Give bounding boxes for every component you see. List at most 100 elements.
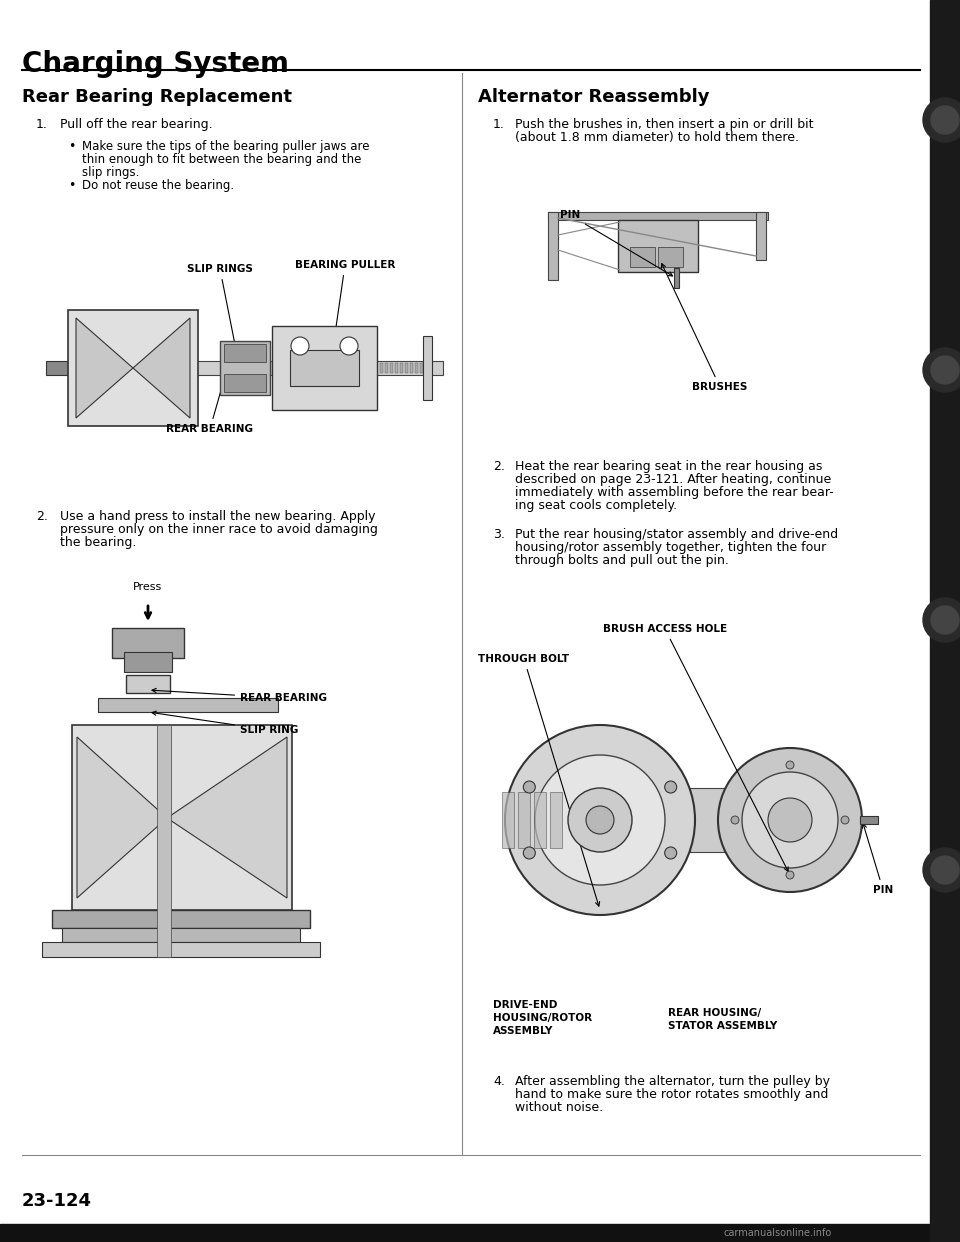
Bar [46,361,68,375]
Circle shape [523,781,536,794]
Bar [112,628,184,658]
Circle shape [291,337,309,355]
Bar [72,725,292,910]
Circle shape [931,606,959,633]
Text: hand to make sure the rotor rotates smoothly and: hand to make sure the rotor rotates smoo… [515,1088,828,1100]
Circle shape [731,816,739,823]
Circle shape [340,337,358,355]
Text: SLIP RINGS: SLIP RINGS [187,265,252,391]
Polygon shape [133,318,190,419]
Text: 3.: 3. [493,528,505,542]
Circle shape [664,847,677,859]
Bar [534,792,546,848]
Text: •: • [68,140,76,153]
Bar [124,652,172,672]
Bar [423,337,432,400]
Bar [68,361,443,375]
Bar [410,363,413,373]
Polygon shape [77,737,167,898]
Text: thin enough to fit between the bearing and the: thin enough to fit between the bearing a… [82,153,361,166]
Circle shape [931,856,959,884]
Text: REAR BEARING: REAR BEARING [166,345,253,433]
Text: 1.: 1. [493,118,505,130]
Circle shape [931,356,959,384]
Polygon shape [76,318,133,419]
Text: 23-124: 23-124 [22,1192,92,1210]
Bar [68,310,198,426]
Bar [756,212,766,260]
Circle shape [742,773,838,868]
Circle shape [923,348,960,392]
Bar [52,910,310,928]
Text: BRUSH ACCESS HOLE: BRUSH ACCESS HOLE [603,623,788,872]
Text: Use a hand press to install the new bearing. Apply: Use a hand press to install the new bear… [60,510,375,523]
Bar [395,363,398,373]
Text: immediately with assembling before the rear bear-: immediately with assembling before the r… [515,486,833,499]
Text: described on page 23-121. After heating, continue: described on page 23-121. After heating,… [515,473,831,486]
Text: SLIP RING: SLIP RING [152,712,299,735]
Bar [930,0,960,1242]
Bar [224,344,266,361]
Bar [380,363,383,373]
Bar [548,212,768,220]
Circle shape [568,787,632,852]
Text: BRUSHES: BRUSHES [661,263,748,392]
Bar [690,787,790,852]
Text: 4.: 4. [493,1076,505,1088]
Bar [860,816,878,823]
Circle shape [786,871,794,879]
Text: ing seat cools completely.: ing seat cools completely. [515,499,677,512]
Text: 1.: 1. [36,118,48,130]
Text: carmanualsonline.info: carmanualsonline.info [724,1228,832,1238]
Text: Push the brushes in, then insert a pin or drill bit: Push the brushes in, then insert a pin o… [515,118,813,130]
Circle shape [523,847,536,859]
Text: Pull off the rear bearing.: Pull off the rear bearing. [60,118,212,130]
Bar [674,268,679,288]
Text: •: • [68,179,76,193]
Circle shape [664,781,677,794]
Bar [618,220,698,272]
Text: Put the rear housing/stator assembly and drive-end: Put the rear housing/stator assembly and… [515,528,838,542]
Text: BEARING PULLER: BEARING PULLER [295,260,396,406]
Text: Press: Press [133,582,162,592]
Circle shape [923,597,960,642]
Bar [502,792,514,848]
Bar [126,674,170,693]
Text: PIN: PIN [862,823,893,895]
Circle shape [786,761,794,769]
Bar [550,792,562,848]
Bar [390,363,393,373]
Text: Do not reuse the bearing.: Do not reuse the bearing. [82,179,234,193]
Text: (about 1.8 mm diameter) to hold them there.: (about 1.8 mm diameter) to hold them the… [515,130,799,144]
Text: the bearing.: the bearing. [60,537,136,549]
Circle shape [505,725,695,915]
Circle shape [923,98,960,142]
Text: REAR BEARING: REAR BEARING [152,688,327,703]
Text: Alternator Reassembly: Alternator Reassembly [478,88,709,106]
Bar [400,363,403,373]
Bar [157,725,171,958]
Text: Heat the rear bearing seat in the rear housing as: Heat the rear bearing seat in the rear h… [515,460,823,473]
Bar [385,363,388,373]
Bar [658,247,683,267]
Circle shape [768,799,812,842]
Bar [98,698,278,712]
Text: without noise.: without noise. [515,1100,603,1114]
Text: housing/rotor assembly together, tighten the four: housing/rotor assembly together, tighten… [515,542,827,554]
Bar [42,941,320,958]
Text: After assembling the alternator, turn the pulley by: After assembling the alternator, turn th… [515,1076,830,1088]
Circle shape [718,748,862,892]
Circle shape [931,106,959,134]
Text: THROUGH BOLT: THROUGH BOLT [478,655,600,907]
Bar [220,342,270,395]
Circle shape [841,816,849,823]
Bar [272,325,377,410]
Bar [415,363,418,373]
Bar [405,363,408,373]
Text: through bolts and pull out the pin.: through bolts and pull out the pin. [515,554,729,568]
Text: Rear Bearing Replacement: Rear Bearing Replacement [22,88,292,106]
Bar [224,374,266,392]
Bar [0,1225,960,1242]
Text: Charging System: Charging System [22,50,289,78]
Text: DRIVE-END
HOUSING/ROTOR
ASSEMBLY: DRIVE-END HOUSING/ROTOR ASSEMBLY [493,1000,592,1036]
